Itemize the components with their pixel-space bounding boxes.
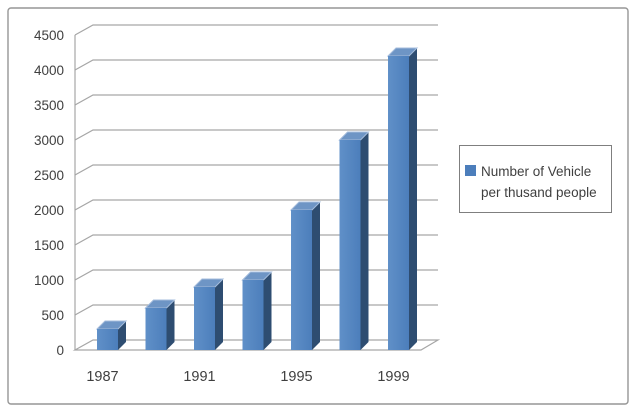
- bar-side-face: [118, 321, 126, 350]
- bar-side-face: [312, 202, 320, 350]
- bar-front-face: [194, 287, 215, 350]
- gridline: [74, 304, 438, 316]
- x-axis-labels: 1987 1991 1995 1999: [86, 369, 409, 385]
- bar-side-face: [215, 279, 223, 350]
- legend: Number of Vehicle per thusand people: [459, 145, 612, 213]
- y-axis-labels: 0 500 1000 1500 2000 2500 3000 3500 4000 4500: [34, 28, 64, 358]
- y-tick-label: 1500: [34, 238, 64, 253]
- bars: [95, 47, 419, 350]
- bar-side-face: [360, 132, 369, 350]
- y-tick-label: 2000: [34, 203, 64, 218]
- y-tick-label: 2500: [34, 168, 64, 183]
- y-tick-label: 4000: [34, 63, 64, 78]
- legend-series-marker-icon: [465, 165, 476, 176]
- bar-1991: [192, 278, 225, 350]
- gridline: [74, 94, 438, 106]
- bar-front-face: [339, 140, 361, 350]
- gridline: [74, 199, 438, 211]
- bar-1989: [144, 299, 176, 350]
- y-tick-label: 3500: [34, 98, 64, 113]
- x-tick-label: 1995: [280, 369, 312, 385]
- gridline: [74, 269, 438, 281]
- y-tick-label: 3000: [34, 133, 64, 148]
- y-tick-label: 500: [41, 308, 64, 323]
- y-tick-label: 0: [56, 343, 64, 358]
- gridline: [74, 234, 438, 246]
- y-tick-label: 4500: [34, 28, 64, 43]
- gridline: [74, 24, 438, 36]
- gridline: [74, 59, 438, 71]
- bar-front-face: [97, 329, 118, 350]
- bar-1999: [386, 47, 419, 350]
- bar-side-face: [166, 300, 175, 350]
- bar-front-face: [145, 308, 167, 350]
- gridline: [74, 129, 438, 141]
- gridline: [74, 164, 438, 176]
- bar-1987: [95, 320, 128, 350]
- legend-label: Number of Vehicle per thusand people: [481, 164, 597, 200]
- bar-front-face: [291, 210, 312, 350]
- bar-side-face: [409, 48, 417, 350]
- bar-front-face: [242, 280, 264, 350]
- bar-1993: [241, 271, 273, 350]
- bar-1997: [338, 131, 370, 350]
- x-tick-label: 1987: [86, 369, 118, 385]
- x-tick-label: 1991: [183, 369, 215, 385]
- x-tick-label: 1999: [377, 369, 409, 385]
- y-tick-label: 1000: [34, 273, 64, 288]
- gridlines: [72, 24, 441, 351]
- bar-1995: [289, 201, 322, 350]
- bar-side-face: [263, 272, 272, 350]
- bar-front-face: [388, 56, 409, 350]
